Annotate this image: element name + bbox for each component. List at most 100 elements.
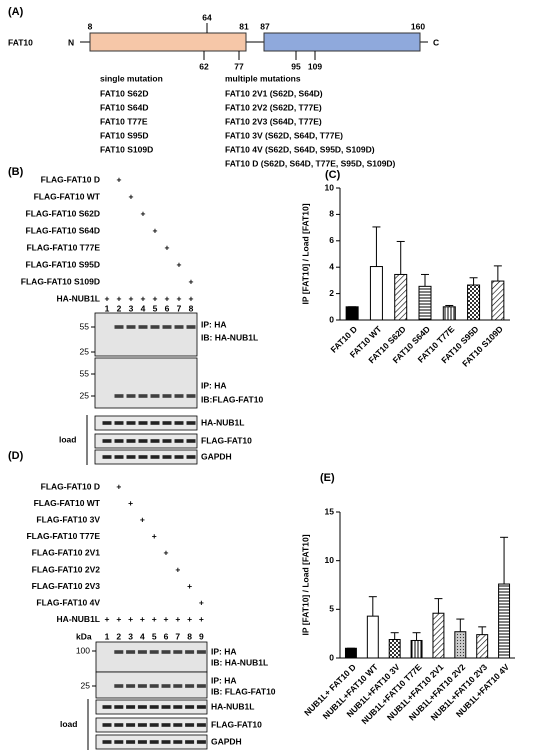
lane-number: 5 <box>153 303 158 313</box>
blot-label: IB: FLAG-FAT10 <box>211 686 276 696</box>
lane-number: 4 <box>141 303 146 313</box>
band <box>137 650 147 654</box>
bar <box>467 284 481 321</box>
band <box>114 455 124 459</box>
mutation: FAT10 S95D <box>100 130 149 140</box>
band <box>196 740 206 744</box>
band <box>137 684 147 688</box>
plus-sign: + <box>177 259 182 269</box>
blot <box>94 357 198 409</box>
bar <box>369 266 383 321</box>
treatment-label: FLAG-FAT10 S95D <box>26 259 100 269</box>
plus-sign: + <box>140 614 145 624</box>
band <box>126 421 136 425</box>
bar <box>394 273 408 321</box>
plus-sign: + <box>140 514 145 524</box>
band <box>173 723 183 727</box>
position: 95 <box>291 61 301 71</box>
band <box>102 421 112 425</box>
band <box>149 705 159 709</box>
band <box>174 421 184 425</box>
band <box>196 650 206 654</box>
plus-sign: + <box>187 614 192 624</box>
band <box>185 723 195 727</box>
band <box>114 740 124 744</box>
band <box>137 723 147 727</box>
band <box>126 325 136 329</box>
plus-sign: + <box>153 225 158 235</box>
blot-label: IP: HA <box>201 380 227 390</box>
y-tick-label: 4 <box>329 261 334 271</box>
y-tick-label: 10 <box>325 182 335 192</box>
plus-sign: + <box>105 293 110 303</box>
plus-sign: + <box>189 293 194 303</box>
lane-number: 3 <box>129 303 134 313</box>
plus-sign: + <box>129 293 134 303</box>
bar <box>388 639 401 659</box>
lane-number: 7 <box>177 303 182 313</box>
domain-1 <box>89 32 247 52</box>
band <box>149 684 159 688</box>
band <box>161 650 171 654</box>
band <box>173 740 183 744</box>
mutation: FAT10 4V (S62D, S64D, S95D, S109D) <box>225 144 375 154</box>
band <box>114 723 124 727</box>
mutation: FAT10 D (S62D, S64D, T77E, S95D, S109D) <box>225 158 396 168</box>
load-label: GAPDH <box>211 736 242 746</box>
position: 81 <box>239 21 249 31</box>
lane-number: 8 <box>187 631 192 641</box>
band <box>186 421 196 425</box>
bar <box>498 583 511 659</box>
band <box>126 394 136 398</box>
band <box>162 439 172 443</box>
plus-sign: + <box>164 548 169 558</box>
plus-sign: + <box>199 614 204 624</box>
band <box>150 455 160 459</box>
protein-name: FAT10 <box>8 37 33 47</box>
plus-sign: + <box>128 498 133 508</box>
band <box>173 684 183 688</box>
band <box>196 705 206 709</box>
mw-label: 25 <box>80 390 90 400</box>
treatment-label: FLAG-FAT10 WT <box>34 498 101 508</box>
band <box>174 394 184 398</box>
plus-sign: + <box>165 293 170 303</box>
bar <box>454 631 467 659</box>
band <box>186 439 196 443</box>
mutation: FAT10 T77E <box>100 116 148 126</box>
treatment-label: FLAG-FAT10 T77E <box>26 531 100 541</box>
load-label: FLAG-FAT10 <box>201 435 252 445</box>
treatment-label: FLAG-FAT10 S109D <box>21 276 100 286</box>
treatment-label: FLAG-FAT10 2V2 <box>32 564 101 574</box>
treatment-label: FLAG-FAT10 4V <box>36 597 100 607</box>
plus-sign: + <box>141 293 146 303</box>
treatment-label: FLAG-FAT10 2V3 <box>32 581 101 591</box>
mw-label: 55 <box>80 368 90 378</box>
load-label: HA-NUB1L <box>211 701 254 711</box>
band <box>102 455 112 459</box>
band <box>126 740 136 744</box>
band <box>149 650 159 654</box>
y-tick-label: 15 <box>325 506 335 516</box>
band <box>102 439 112 443</box>
c-terminus: C <box>433 37 439 47</box>
lane-number: 7 <box>175 631 180 641</box>
bar <box>344 647 357 659</box>
blot-label: IB:FLAG-FAT10 <box>201 394 263 404</box>
band <box>196 684 206 688</box>
band <box>185 740 195 744</box>
bar <box>432 612 445 659</box>
band <box>126 723 136 727</box>
mw-unit: kDa <box>76 631 92 641</box>
band <box>150 394 160 398</box>
band <box>185 684 195 688</box>
lane-number: 4 <box>140 631 145 641</box>
plus-sign: + <box>164 614 169 624</box>
panel-label: (B) <box>8 166 24 178</box>
bar <box>491 280 505 321</box>
band <box>138 421 148 425</box>
plus-sign: + <box>153 293 158 303</box>
band <box>126 455 136 459</box>
band <box>149 723 159 727</box>
load-title: load <box>59 434 76 444</box>
